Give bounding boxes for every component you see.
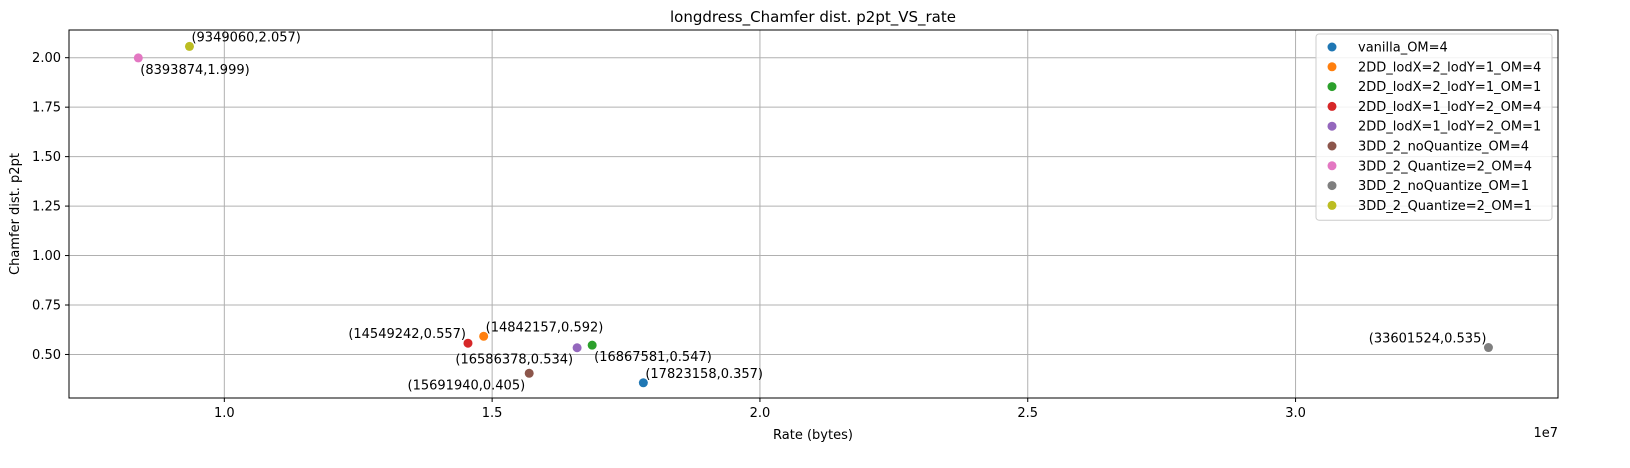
data-point — [133, 53, 143, 63]
data-point — [1483, 343, 1493, 353]
grid-lines — [69, 30, 1558, 398]
legend-entry-label: vanilla_OM=4 — [1358, 41, 1448, 56]
y-tick-label: 1.50 — [32, 150, 61, 165]
data-point — [463, 338, 473, 348]
data-point — [479, 331, 489, 341]
x-tick-label: 2.0 — [750, 406, 771, 421]
data-point — [524, 368, 534, 378]
legend-marker — [1327, 181, 1337, 191]
legend-marker — [1327, 200, 1337, 210]
data-label: (33601524,0.535) — [1369, 332, 1487, 347]
legend-entry-label: 3DD_2_Quantize=2_OM=1 — [1358, 199, 1532, 214]
legend-box — [1315, 33, 1553, 221]
legend-marker — [1327, 141, 1337, 151]
data-label: (16867581,0.547) — [594, 350, 712, 365]
x-axis-title: Rate (bytes) — [773, 428, 853, 443]
data-label: (14549242,0.557) — [348, 327, 466, 342]
data-label: (8393874,1.999) — [140, 63, 249, 78]
x-tick-label: 1.5 — [482, 406, 503, 421]
point-labels: (17823158,0.357) (14842157,0.592) (1686758… — [140, 30, 1486, 393]
legend-entry-label: 3DD_2_noQuantize_OM=1 — [1358, 179, 1529, 194]
data-point — [184, 41, 194, 51]
axis-ticks: 1.0 1.5 2.0 2.5 3.0 0.50 0.75 1.00 1.25 1.50 1.75 2… — [32, 51, 1306, 421]
data-label: (14842157,0.592) — [486, 320, 604, 335]
x-tick-label: 1.0 — [214, 406, 235, 421]
data-label: (17823158,0.357) — [645, 367, 763, 382]
data-label: (9349060,2.057) — [191, 30, 300, 45]
y-tick-label: 1.75 — [32, 101, 61, 116]
legend-entry-label: 2DD_lodX=1_lodY=2_OM=4 — [1358, 100, 1541, 115]
data-point — [587, 340, 597, 350]
data-point — [638, 378, 648, 388]
legend-entry-label: 2DD_lodX=1_lodY=2_OM=1 — [1358, 120, 1541, 135]
x-tick-label: 2.5 — [1017, 406, 1038, 421]
legend-entry-label: 3DD_2_Quantize=2_OM=4 — [1358, 159, 1532, 174]
plot-area-frame — [68, 29, 1559, 399]
y-tick-label: 2.00 — [32, 51, 61, 66]
legend-marker — [1327, 121, 1337, 131]
legend-entry-label: 2DD_lodX=2_lodY=1_OM=1 — [1358, 80, 1541, 95]
data-label: (15691940,0.405) — [408, 378, 526, 393]
chart-title: longdress_Chamfer dist. p2pt_VS_rate — [670, 8, 956, 27]
legend: vanilla_OM=4 2DD_lodX=2_lodY=1_OM=4 2DD_lo… — [1315, 33, 1553, 221]
legend-marker — [1327, 62, 1337, 72]
data-point — [572, 343, 582, 353]
y-tick-label: 1.25 — [32, 200, 61, 215]
legend-marker — [1327, 101, 1337, 111]
legend-marker — [1327, 42, 1337, 52]
y-tick-label: 1.00 — [32, 249, 61, 264]
legend-marker — [1327, 161, 1337, 171]
legend-entry-label: 3DD_2_noQuantize_OM=4 — [1358, 140, 1529, 155]
data-label: (16586378,0.534) — [455, 353, 573, 368]
legend-entry-label: 2DD_lodX=2_lodY=1_OM=4 — [1358, 60, 1541, 75]
data-points — [133, 41, 1493, 388]
x-axis-offset-text: 1e7 — [1533, 426, 1558, 441]
legend-marker — [1327, 82, 1337, 92]
x-tick-label: 3.0 — [1285, 406, 1306, 421]
y-tick-label: 0.75 — [32, 299, 61, 314]
y-tick-label: 0.50 — [32, 348, 61, 363]
y-axis-title: Chamfer dist. p2pt — [8, 153, 23, 275]
